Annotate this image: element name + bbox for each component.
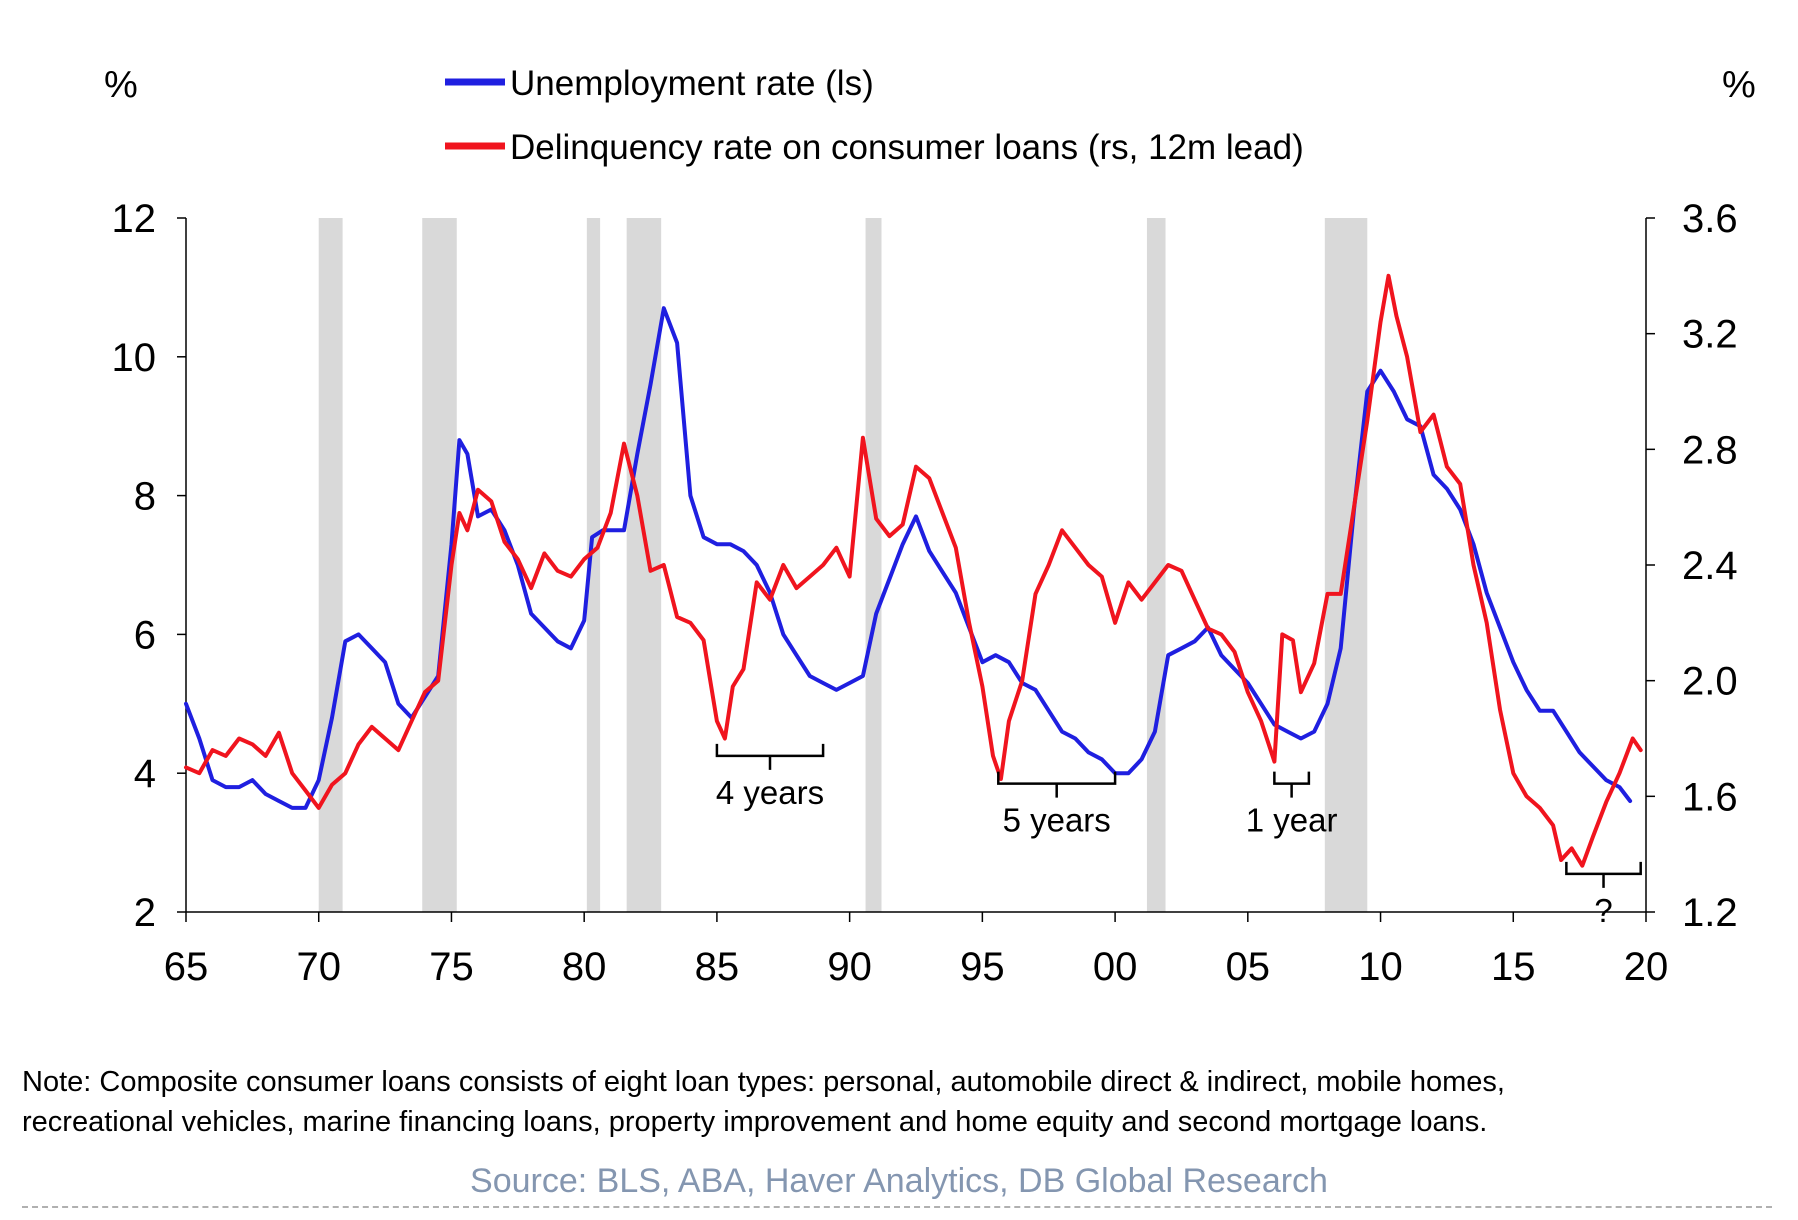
annotations: 4 years 5 years 1 year? [715, 743, 1642, 929]
x-tick-label-2: 75 [429, 945, 474, 989]
x-tick-label-8: 05 [1226, 945, 1271, 989]
legend-entry-delinquency: Delinquency rate on consumer loans (rs, … [445, 128, 1304, 167]
recession-band-4 [865, 218, 882, 912]
right-tick-label-2: 2.0 [1682, 660, 1738, 704]
left-tick-label-1: 4 [134, 752, 156, 796]
x-tick-label-0: 65 [164, 945, 209, 989]
annotation-bracket-2 [1273, 771, 1311, 798]
x-tick-label-11: 20 [1624, 945, 1669, 989]
note-line-1: Note: Composite consumer loans consists … [22, 1066, 1505, 1098]
recession-band-5 [1146, 218, 1166, 912]
bottom-divider [22, 1206, 1772, 1208]
annotation-bracket-1 [997, 771, 1117, 798]
left-tick-label-4: 10 [112, 336, 157, 380]
right-tick-label-4: 2.8 [1682, 428, 1738, 472]
x-tick-label-3: 80 [562, 945, 607, 989]
x-tick-label-5: 90 [827, 945, 872, 989]
series-lines [184, 273, 1643, 868]
legend-label-unemployment: Unemployment rate (ls) [510, 64, 874, 103]
series-line-delinquency [184, 273, 1643, 868]
chart-note: Note: Composite consumer loans consists … [22, 1062, 1762, 1142]
recession-band-3 [626, 218, 662, 912]
right-tick-label-6: 3.6 [1682, 197, 1738, 241]
x-tick-label-4: 85 [695, 945, 740, 989]
note-line-2: recreational vehicles, marine financing … [22, 1106, 1488, 1138]
left-tick-label-2: 6 [134, 613, 156, 657]
legend-entry-unemployment: Unemployment rate (ls) [445, 64, 874, 103]
x-tick-label-10: 15 [1491, 945, 1536, 989]
annotation-label-2: 1 year [1246, 802, 1338, 839]
x-tick-label-1: 70 [296, 945, 341, 989]
x-tick-label-7: 00 [1093, 945, 1138, 989]
axes: 2 4 6 8 10 12 1.2 1.6 2.0 2.4 2.8 3.2 3.6 65 70 75 80 85 9… [112, 197, 1738, 989]
right-axis-unit: % [1722, 64, 1756, 106]
annotation-bracket-0 [715, 743, 825, 770]
recession-band-0 [318, 218, 343, 912]
legend-label-delinquency: Delinquency rate on consumer loans (rs, … [510, 128, 1304, 167]
annotation-label-0: 4 years [716, 774, 824, 811]
annotation-label-3: ? [1594, 892, 1612, 929]
annotation-label-1: 5 years [1003, 802, 1111, 839]
right-tick-label-0: 1.2 [1682, 891, 1738, 935]
annotation-bracket-3 [1565, 861, 1642, 888]
left-tick-label-3: 8 [134, 475, 156, 519]
right-tick-label-5: 3.2 [1682, 313, 1738, 357]
left-tick-label-5: 12 [112, 197, 157, 241]
right-tick-label-3: 2.4 [1682, 544, 1738, 588]
source-credit: Source: BLS, ABA, Haver Analytics, DB Gl… [470, 1162, 1328, 1200]
left-tick-label-0: 2 [134, 891, 156, 935]
x-tick-label-9: 10 [1358, 945, 1403, 989]
right-tick-label-1: 1.6 [1682, 775, 1738, 819]
left-axis-unit: % [104, 64, 138, 106]
recession-bands [318, 218, 1368, 912]
x-tick-label-6: 95 [960, 945, 1005, 989]
recession-band-2 [586, 218, 601, 912]
legend: Unemployment rate (ls) Delinquency rate … [445, 64, 1304, 167]
